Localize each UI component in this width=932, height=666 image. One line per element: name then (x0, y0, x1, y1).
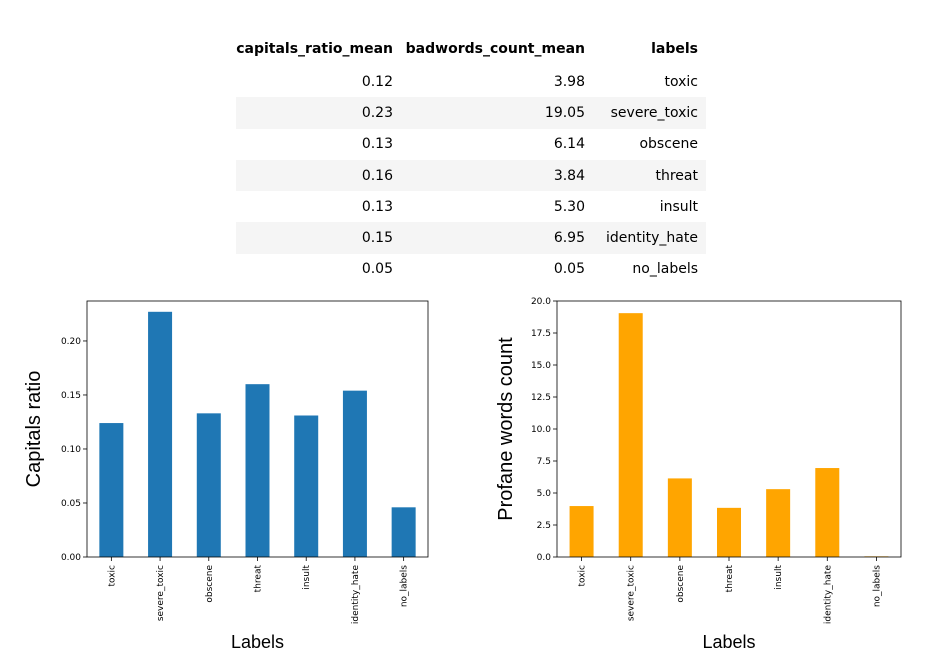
x-axis-title: Labels (702, 632, 755, 652)
x-tick-label: threat (254, 565, 264, 593)
table-row: 0.12 3.98 toxic (236, 66, 706, 98)
y-tick-label: 5.0 (537, 489, 552, 499)
table-cell: 0.05 (361, 261, 393, 278)
y-tick-label: 20.0 (531, 297, 551, 307)
table-row: 0.15 6.95 identity_hate (236, 222, 706, 254)
y-tick-label: 12.5 (531, 393, 551, 403)
table-cell: severe_toxic (593, 97, 706, 129)
table-cell: threat (593, 159, 706, 192)
y-tick-label: 0.10 (61, 445, 81, 455)
table-cell: 3.84 (401, 159, 593, 192)
x-tick-label: identity_hate (823, 565, 833, 625)
x-tick-label: identity_hate (351, 565, 361, 625)
table-cell: no_labels (632, 261, 698, 278)
bar (569, 506, 594, 557)
table-cell: 6.14 (553, 136, 585, 153)
x-tick-label: obscene (676, 565, 686, 603)
bar (245, 384, 270, 557)
x-tick-label: insult (774, 565, 784, 590)
profane-words-chart: 0.0 2.5 5.0 7.5 10.0 12.5 15.0 17.5 20.0 toxic sev… (495, 297, 902, 652)
bar (717, 507, 741, 557)
table-row: 0.16 3.84 threat (236, 159, 706, 192)
bar (667, 478, 692, 557)
table-cell: 0.15 (236, 222, 401, 254)
bar (766, 489, 791, 557)
x-tick-label: toxic (107, 565, 117, 587)
y-tick-label: 10.0 (531, 425, 551, 435)
table-cell: insult (659, 198, 698, 215)
table-row: 0.05 0.05 no_labels (236, 254, 706, 285)
table-cell: 19.05 (401, 97, 593, 129)
summary-table: capitals_ratio_mean badwords_count_mean … (236, 33, 706, 285)
bar (196, 413, 221, 557)
table-cell: identity_hate (593, 222, 706, 254)
x-tick-label: threat (725, 565, 735, 593)
column-header: badwords_count_mean (401, 33, 593, 66)
y-tick-label: 17.5 (531, 329, 551, 339)
table-cell: 3.98 (553, 73, 585, 90)
y-tick-label: 15.0 (531, 361, 551, 371)
x-tick-label: severe_toxic (627, 565, 637, 621)
table-row: 0.13 6.14 obscene (236, 129, 706, 160)
column-header: capitals_ratio_mean (236, 33, 401, 66)
y-tick-label: 0.05 (61, 499, 81, 509)
x-tick-label: no_labels (400, 565, 410, 607)
table-cell: 0.12 (361, 73, 393, 90)
y-tick-label: 0.15 (61, 391, 81, 401)
table-cell: 0.05 (553, 261, 585, 278)
x-tick-label: toxic (578, 565, 588, 587)
x-tick-label: obscene (205, 565, 215, 603)
y-tick-label: 0.00 (61, 553, 81, 563)
bar (99, 423, 124, 557)
bar (294, 415, 319, 557)
y-tick-label: 2.5 (537, 521, 551, 531)
x-axis-title: Labels (231, 632, 284, 652)
bar (148, 311, 173, 557)
bar (618, 313, 643, 557)
table-cell: obscene (639, 136, 698, 153)
x-tick-label: no_labels (872, 565, 882, 607)
table-row: 0.23 19.05 severe_toxic (236, 97, 706, 129)
table-cell: 0.13 (361, 198, 393, 215)
column-header: labels (593, 33, 706, 66)
table-header-row: capitals_ratio_mean badwords_count_mean … (236, 33, 706, 66)
bar (391, 507, 416, 557)
x-tick-label: severe_toxic (156, 565, 166, 621)
capitals-ratio-chart: 0.00 0.05 0.10 0.15 0.20 toxic severe_toxic obs… (23, 300, 429, 652)
y-axis-title: Capitals ratio (23, 371, 45, 488)
table-cell: 0.23 (236, 97, 401, 129)
bar (342, 390, 367, 557)
table-cell: 0.16 (236, 159, 401, 192)
table-cell: toxic (664, 73, 699, 90)
y-tick-label: 0.0 (537, 553, 552, 563)
y-axis-title: Profane words count (495, 337, 517, 521)
y-tick-label: 0.20 (61, 337, 81, 347)
table-cell: 5.30 (553, 198, 585, 215)
bar (815, 468, 840, 557)
table-cell: 6.95 (401, 222, 593, 254)
table-row: 0.13 5.30 insult (236, 191, 706, 222)
x-tick-label: insult (302, 565, 312, 590)
table-cell: 0.13 (361, 136, 393, 153)
y-tick-label: 7.5 (537, 457, 551, 467)
